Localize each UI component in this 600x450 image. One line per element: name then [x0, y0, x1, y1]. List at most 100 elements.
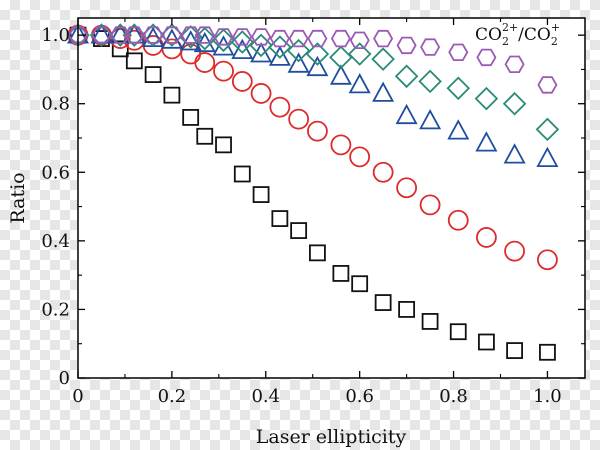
hexagon-marker — [180, 26, 201, 44]
circle-marker — [307, 120, 328, 142]
axis-tick-labels: 0 0.2 0.4 0.6 0.8 1.0 0 0.2 0.4 0.6 0.8 1.0 — [41, 25, 561, 407]
series-squares — [69, 26, 556, 361]
x-tick-label: 1.0 — [533, 386, 562, 407]
square-marker — [539, 343, 556, 361]
plot-area — [78, 18, 585, 378]
circle-marker — [250, 83, 272, 104]
axis-ticks — [77, 18, 585, 379]
hexagon-marker — [504, 55, 525, 73]
circle-marker — [288, 108, 310, 130]
square-marker — [290, 222, 308, 239]
diamond-marker — [418, 69, 442, 94]
triangle-marker — [503, 143, 526, 164]
y-tick-label: 1.0 — [41, 25, 70, 46]
y-tick-label: 0 — [59, 368, 70, 389]
hexagon-marker — [251, 28, 272, 46]
hexagon-marker — [420, 38, 441, 56]
x-axis-title: Laser ellipticity — [256, 426, 407, 448]
triangle-marker — [268, 45, 291, 66]
diamond-marker — [371, 47, 395, 71]
circle-marker — [372, 161, 394, 183]
triangle-marker — [447, 119, 470, 140]
square-marker — [506, 342, 523, 359]
hexagon-marker — [213, 28, 234, 46]
inset-title-base2: CO — [524, 25, 551, 45]
triangle-marker — [395, 103, 418, 125]
data-marks — [66, 23, 560, 361]
inset-title-sup1: 2+ — [502, 21, 518, 34]
square-marker — [271, 210, 289, 227]
inset-title-sep: / — [518, 25, 524, 45]
hexagon-marker — [269, 29, 290, 48]
diamond-marker — [474, 86, 499, 111]
triangle-marker — [231, 38, 254, 59]
circle-marker — [504, 240, 525, 262]
inset-title-base1: CO — [475, 25, 502, 45]
hexagon-marker — [143, 26, 164, 44]
hexagon-marker — [396, 36, 417, 55]
square-marker — [309, 244, 326, 262]
series-hexagons — [67, 26, 558, 94]
hexagon-marker — [349, 31, 370, 49]
triangle-marker — [419, 109, 442, 130]
diamond-marker — [305, 42, 330, 66]
diamond-marker — [211, 28, 236, 53]
y-tick-label: 0.2 — [41, 299, 70, 320]
square-marker — [332, 265, 350, 282]
circle-marker — [447, 209, 469, 231]
x-tick-label: 0.2 — [158, 386, 187, 407]
plot-frame — [77, 17, 586, 379]
circle-marker — [349, 146, 371, 168]
square-marker — [233, 165, 251, 183]
hexagon-marker — [476, 48, 497, 67]
diamond-marker — [329, 45, 353, 70]
circle-marker — [419, 194, 441, 216]
y-axis-title: Ratio — [7, 172, 29, 223]
square-marker — [374, 294, 392, 311]
hexagon-marker — [307, 29, 328, 48]
square-marker — [182, 109, 200, 126]
y-tick-label: 0.8 — [41, 94, 70, 115]
circle-marker — [476, 227, 497, 248]
triangle-marker — [306, 55, 329, 77]
hexagon-marker — [448, 43, 469, 61]
triangle-marker — [329, 64, 352, 85]
triangle-marker — [287, 52, 310, 73]
inset-title-sub1: 2 — [502, 35, 509, 48]
triangle-marker — [475, 131, 498, 152]
inset-title-sup2: + — [551, 21, 560, 34]
circle-marker — [213, 60, 234, 82]
square-marker — [111, 40, 129, 58]
diamond-marker — [286, 38, 311, 63]
circle-marker — [396, 177, 418, 199]
hexagon-marker — [91, 26, 112, 44]
diamond-marker — [193, 26, 217, 51]
square-marker — [449, 323, 467, 341]
y-tick-label: 0.6 — [41, 162, 70, 183]
square-marker — [421, 313, 439, 330]
triangle-marker — [348, 73, 371, 94]
diamond-marker — [502, 91, 527, 116]
circle-marker — [269, 96, 291, 118]
square-marker — [351, 275, 369, 293]
diamond-marker — [394, 64, 419, 89]
hexagon-marker — [232, 28, 253, 46]
square-marker — [163, 86, 181, 104]
x-tick-label: 0.6 — [345, 386, 374, 407]
hexagon-marker — [288, 29, 309, 48]
hexagon-marker — [67, 26, 89, 44]
x-tick-label: 0.4 — [251, 386, 280, 407]
hexagon-marker — [161, 26, 182, 44]
inset-title-sub2: 2 — [551, 35, 558, 48]
triangle-marker — [372, 81, 395, 102]
square-marker — [478, 333, 495, 351]
hexagon-marker — [124, 26, 145, 44]
circle-marker — [537, 249, 558, 271]
diamond-marker — [446, 76, 471, 101]
square-marker — [398, 301, 416, 318]
circle-marker — [330, 134, 352, 156]
triangle-marker — [536, 146, 559, 168]
diamond-marker — [347, 42, 372, 66]
hexagon-marker — [110, 26, 131, 44]
